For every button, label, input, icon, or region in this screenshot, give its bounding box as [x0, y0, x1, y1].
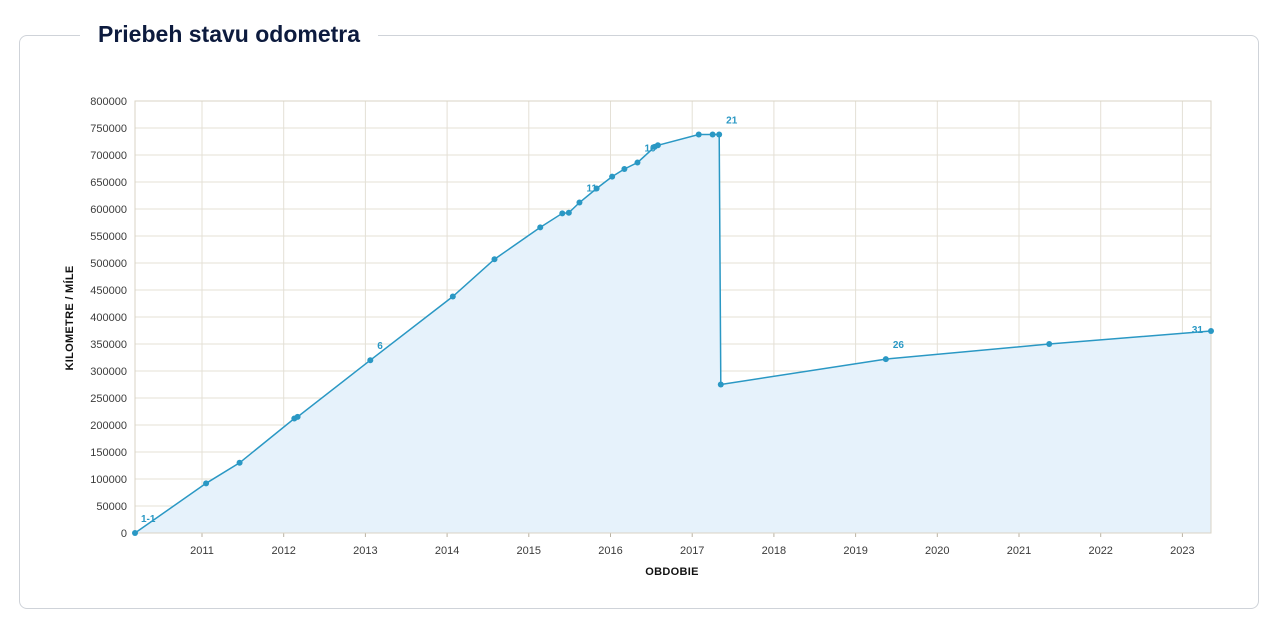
y-tick-label: 500000	[90, 258, 127, 270]
y-tick-label: 450000	[90, 285, 127, 297]
data-point	[559, 210, 566, 217]
y-tick-label: 700000	[90, 150, 127, 162]
point-label: 26	[893, 340, 905, 351]
data-point	[565, 209, 572, 216]
series-area	[135, 134, 1211, 533]
x-tick-label: 2020	[925, 545, 949, 557]
x-tick-label: 2013	[353, 545, 377, 557]
data-point	[367, 357, 374, 364]
x-tick-label: 2012	[271, 545, 295, 557]
data-point	[882, 356, 889, 363]
x-tick-label: 2011	[190, 545, 214, 557]
page-title: Priebeh stavu odometra	[80, 18, 379, 50]
data-point	[593, 185, 600, 192]
point-labels: 1-1 6 11 16 21 26 31	[141, 115, 1203, 525]
y-tick-label: 50000	[96, 501, 127, 513]
x-tick-label: 2018	[762, 545, 786, 557]
x-tick-label: 2016	[598, 545, 622, 557]
x-tick-label: 2023	[1170, 545, 1194, 557]
y-tick-label: 400000	[90, 312, 127, 324]
x-tick-label: 2019	[843, 545, 867, 557]
point-label: 16	[644, 144, 656, 155]
data-point	[236, 459, 243, 466]
area-layer	[135, 134, 1211, 533]
y-tick-label: 800000	[90, 96, 127, 108]
point-label: 21	[726, 115, 738, 126]
x-tick-labels: 2011 2012 2013 2014 2015 2016 2017 2018 2019 2020…	[190, 545, 1194, 557]
y-tick-label: 250000	[90, 393, 127, 405]
y-axis-title: KILOMETRE / MÍLE	[63, 265, 76, 370]
y-tick-label: 200000	[90, 420, 127, 432]
data-point	[537, 224, 544, 231]
x-tick-label: 2017	[680, 545, 704, 557]
data-point	[695, 131, 702, 138]
data-point	[294, 413, 301, 420]
y-tick-labels: 0 50000 100000 150000 200000 250000 300000 3500…	[90, 96, 127, 540]
data-point	[1208, 328, 1214, 335]
data-points	[132, 131, 1214, 536]
point-label: 11	[586, 184, 597, 195]
y-tick-label: 350000	[90, 339, 127, 351]
y-tick-label: 300000	[90, 366, 127, 378]
y-tick-label: 150000	[90, 447, 127, 459]
y-tick-label: 650000	[90, 177, 127, 189]
data-point	[491, 256, 498, 263]
data-point	[621, 166, 628, 173]
axes	[134, 100, 1212, 537]
point-label: 1-1	[141, 514, 156, 525]
y-tick-label: 100000	[90, 474, 127, 486]
point-label: 6	[377, 341, 383, 352]
y-tick-label: 600000	[90, 204, 127, 216]
data-point	[576, 199, 583, 206]
data-point	[654, 142, 661, 149]
data-point	[634, 159, 641, 166]
data-point	[132, 530, 138, 536]
x-tick-label: 2021	[1007, 545, 1031, 557]
x-axis-title: OBDOBIE	[645, 566, 698, 578]
plot-frame	[134, 100, 1212, 534]
data-point	[709, 131, 716, 138]
y-tick-label: 750000	[90, 123, 127, 135]
data-point	[717, 381, 724, 388]
x-tick-label: 2022	[1088, 545, 1112, 557]
x-tick-label: 2015	[517, 545, 541, 557]
data-point	[203, 480, 210, 487]
data-point	[609, 173, 616, 180]
data-point	[716, 131, 723, 138]
data-point	[449, 293, 456, 300]
y-tick-label: 0	[121, 528, 127, 540]
y-tick-label: 550000	[90, 231, 127, 243]
x-tick-label: 2014	[435, 545, 459, 557]
point-label: 31	[1192, 325, 1204, 336]
data-point	[1046, 341, 1053, 347]
